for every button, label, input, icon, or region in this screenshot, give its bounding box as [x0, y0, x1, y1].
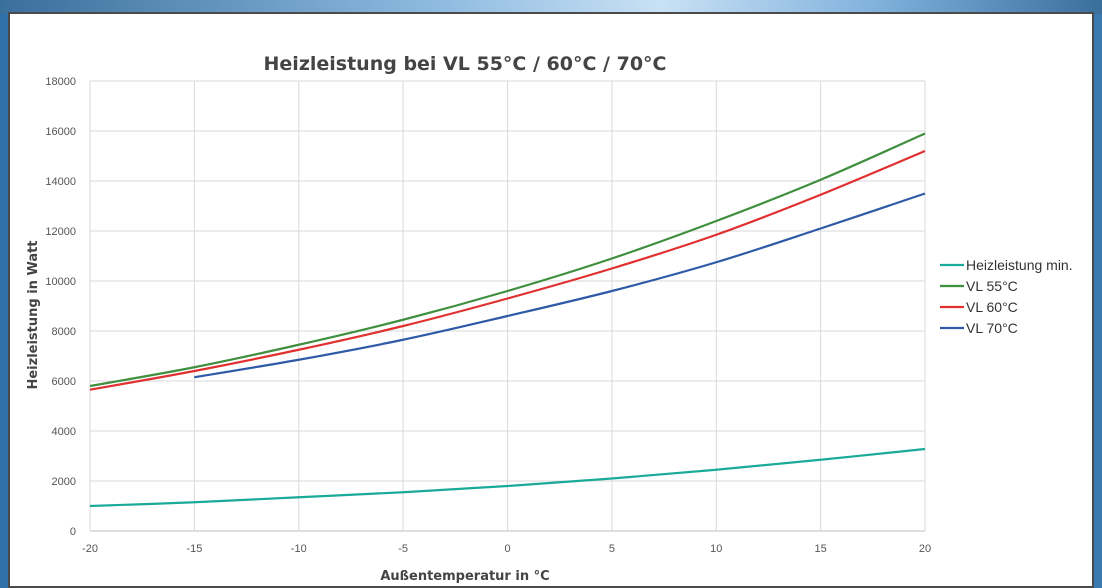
- y-tick-label: 18000: [45, 76, 76, 88]
- y-tick-label: 8000: [52, 326, 76, 338]
- y-tick-label: 12000: [45, 226, 76, 238]
- x-tick-label: -10: [291, 543, 307, 555]
- x-tick-label: -20: [82, 543, 98, 555]
- x-tick-label: -5: [398, 543, 408, 555]
- series-lines: [89, 132, 926, 508]
- series-line-4: [194, 192, 926, 379]
- y-tick-label: 0: [70, 526, 76, 538]
- series-line-3: [89, 149, 926, 391]
- window-top-bar: [0, 0, 1102, 14]
- series-line-2: [89, 132, 926, 388]
- series-line-1: [89, 447, 926, 508]
- x-tick-label: 15: [815, 543, 827, 555]
- y-tick-label: 16000: [45, 126, 76, 138]
- y-tick-label: 14000: [45, 176, 76, 188]
- y-tick-label: 4000: [52, 426, 76, 438]
- axis-ticks: 0 2000 4000 6000 8000 10000 12000 14000 16000 180…: [45, 76, 931, 555]
- legend-label: VL 55°C: [966, 278, 1018, 294]
- chart-frame: Heizleistung bei VL 55°C / 60°C / 70°C 0…: [8, 12, 1094, 588]
- legend-label: Heizleistung min.: [966, 257, 1073, 273]
- legend-label: VL 60°C: [966, 299, 1018, 315]
- x-axis-label: Außentemperatur in °C: [380, 569, 549, 584]
- line-chart: Heizleistung bei VL 55°C / 60°C / 70°C 0…: [26, 53, 1073, 584]
- gridlines: [89, 80, 926, 532]
- y-tick-label: 6000: [52, 376, 76, 388]
- x-tick-label: 0: [504, 543, 510, 555]
- y-axis-label: Heizleistung in Watt: [26, 240, 41, 389]
- y-tick-label: 2000: [52, 476, 76, 488]
- legend-label: VL 70°C: [966, 320, 1018, 336]
- x-tick-label: 10: [710, 543, 722, 555]
- x-tick-label: -15: [186, 543, 202, 555]
- y-tick-label: 10000: [45, 276, 76, 288]
- chart-title: Heizleistung bei VL 55°C / 60°C / 70°C: [264, 53, 667, 75]
- chart-legend: Heizleistung min. VL 55°C VL 60°C VL 70°C: [940, 257, 1073, 336]
- x-tick-label: 5: [609, 543, 615, 555]
- x-tick-label: 20: [919, 543, 931, 555]
